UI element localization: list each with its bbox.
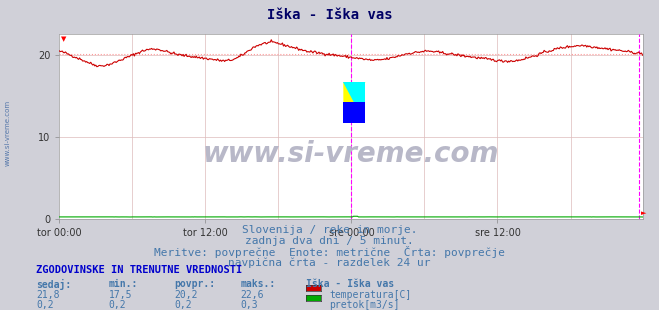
Text: Meritve: povprečne  Enote: metrične  Črta: povprečje: Meritve: povprečne Enote: metrične Črta:… <box>154 246 505 259</box>
Text: min.:: min.: <box>109 279 138 289</box>
Text: 0,2: 0,2 <box>36 300 54 310</box>
Polygon shape <box>343 82 366 123</box>
Text: Iška - Iška vas: Iška - Iška vas <box>306 279 395 289</box>
Text: ▼: ▼ <box>61 37 67 42</box>
Text: 20,2: 20,2 <box>175 290 198 300</box>
Polygon shape <box>343 82 366 123</box>
Text: Slovenija / reke in morje.: Slovenija / reke in morje. <box>242 225 417 235</box>
Text: ►: ► <box>641 210 646 216</box>
Text: www.si-vreme.com: www.si-vreme.com <box>5 100 11 166</box>
Text: Iška - Iška vas: Iška - Iška vas <box>267 8 392 22</box>
Text: 17,5: 17,5 <box>109 290 132 300</box>
Text: ZGODOVINSKE IN TRENUTNE VREDNOSTI: ZGODOVINSKE IN TRENUTNE VREDNOSTI <box>36 265 243 275</box>
Text: pretok[m3/s]: pretok[m3/s] <box>330 300 400 310</box>
Text: 0,2: 0,2 <box>109 300 127 310</box>
Text: www.si-vreme.com: www.si-vreme.com <box>203 140 499 168</box>
Text: 22,6: 22,6 <box>241 290 264 300</box>
Text: 21,8: 21,8 <box>36 290 60 300</box>
Text: sedaj:: sedaj: <box>36 279 71 290</box>
Text: temperatura[C]: temperatura[C] <box>330 290 412 300</box>
Text: navpična črta - razdelek 24 ur: navpična črta - razdelek 24 ur <box>228 257 431 268</box>
Text: 0,3: 0,3 <box>241 300 258 310</box>
Bar <box>343 102 366 123</box>
Text: povpr.:: povpr.: <box>175 279 215 289</box>
Text: 0,2: 0,2 <box>175 300 192 310</box>
Text: maks.:: maks.: <box>241 279 275 289</box>
Text: zadnja dva dni / 5 minut.: zadnja dva dni / 5 minut. <box>245 236 414 246</box>
